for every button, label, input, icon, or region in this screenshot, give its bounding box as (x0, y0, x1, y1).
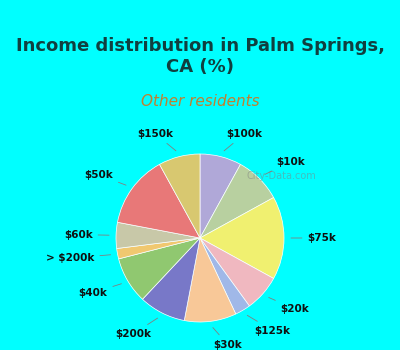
Text: $75k: $75k (291, 233, 336, 243)
Text: Other residents: Other residents (141, 94, 259, 109)
Text: $40k: $40k (78, 284, 122, 298)
Text: Income distribution in Palm Springs,
CA (%): Income distribution in Palm Springs, CA … (16, 37, 384, 76)
Wedge shape (119, 238, 200, 299)
Wedge shape (117, 238, 200, 259)
Wedge shape (200, 238, 274, 306)
Text: $100k: $100k (224, 129, 263, 151)
Wedge shape (116, 222, 200, 248)
Wedge shape (118, 164, 200, 238)
Text: $150k: $150k (137, 129, 176, 151)
Wedge shape (142, 238, 200, 321)
Wedge shape (200, 238, 249, 314)
Text: City-Data.com: City-Data.com (246, 171, 316, 181)
Wedge shape (200, 164, 274, 238)
Text: $50k: $50k (84, 170, 126, 185)
Wedge shape (160, 154, 200, 238)
Text: $125k: $125k (247, 315, 291, 336)
Wedge shape (200, 197, 284, 279)
Text: $20k: $20k (269, 298, 310, 314)
Text: $30k: $30k (213, 328, 242, 350)
Text: $60k: $60k (64, 230, 109, 240)
Wedge shape (200, 154, 240, 238)
Text: $10k: $10k (265, 157, 305, 174)
Wedge shape (184, 238, 236, 322)
Text: $200k: $200k (115, 318, 158, 339)
Text: > $200k: > $200k (46, 253, 110, 263)
